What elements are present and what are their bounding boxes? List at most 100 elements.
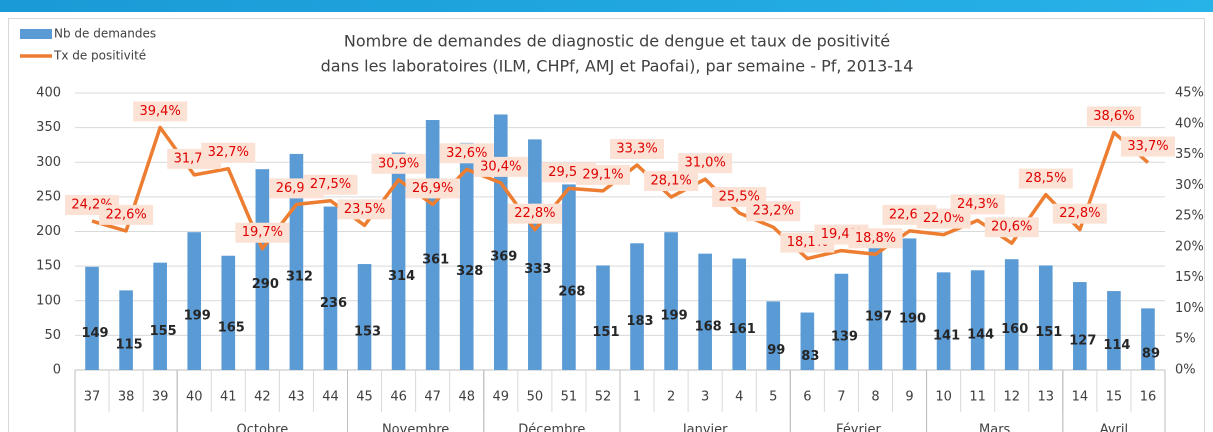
line-value-label: 39,4% [140,104,181,119]
bar [1004,259,1019,370]
x-tick-label: 9 [905,390,913,405]
line-value-label: 20,6% [991,220,1032,235]
y-tick-label: 400 [36,86,61,101]
y-tick-label: 350 [36,120,61,135]
value-label-box [235,222,290,243]
bar-value-label: 139 [831,329,858,344]
group-label: Décembre [518,423,585,432]
value-label-box [848,228,903,249]
x-tick-label: 1 [633,390,641,405]
bar-value-label: 151 [1035,325,1062,340]
line-value-label: 22,8% [1059,206,1100,221]
bar-value-label: 190 [899,312,926,327]
x-tick-label: 48 [458,390,475,405]
line-value-label: 30,4% [480,159,521,174]
line-value-label: 33,3% [616,142,657,157]
group-label: Janvier [682,423,728,432]
bar [1073,282,1087,370]
x-tick-label: 43 [288,390,305,405]
bar-value-label: 83 [801,349,819,364]
group-label: Octobre [236,423,288,432]
bar-value-label: 314 [388,269,415,284]
line-value-label: 27,5% [310,177,351,192]
bar-value-label: 127 [1069,334,1096,349]
line-value-label: 38,6% [1093,109,1134,124]
bar [153,262,167,370]
x-tick-label: 38 [118,390,135,405]
bar [221,255,236,370]
y2-tick-label: 15% [1175,270,1204,285]
bar-value-label: 141 [933,329,960,344]
bar [800,312,815,370]
bar [1107,291,1121,370]
bar [630,243,644,370]
bar-value-label: 199 [184,309,211,324]
x-tick-label: 42 [254,390,271,405]
y2-tick-label: 0% [1175,363,1196,378]
line-value-label: 23,5% [344,202,385,217]
x-tick-label: 50 [527,390,544,405]
x-tick-label: 40 [186,390,203,405]
group-label: Février [836,423,881,432]
bar-value-label: 151 [592,325,619,340]
bar-value-label: 160 [1001,322,1028,337]
line-value-label: 23,2% [753,204,794,219]
value-label-box [201,142,256,163]
line-value-label: 24,3% [957,197,998,212]
x-tick-label: 14 [1072,390,1089,405]
x-tick-label: 39 [152,390,169,405]
bar [357,264,372,370]
x-tick-label: 44 [322,390,339,405]
bar-value-label: 199 [661,309,688,324]
bar [85,266,99,370]
x-tick-label: 2 [667,390,675,405]
bar [425,120,440,370]
bar-value-label: 236 [320,296,347,311]
bar-value-label: 183 [626,314,653,329]
bar [119,290,133,370]
value-label-box [371,153,426,174]
y-tick-label: 150 [36,259,61,274]
y2-tick-label: 20% [1175,239,1204,254]
value-label-box [610,139,665,160]
bar-value-label: 361 [422,253,449,268]
bar-value-label: 89 [1142,347,1160,362]
x-tick-label: 8 [871,390,879,405]
legend-label: Nb de demandes [54,27,156,41]
line-value-label: 19,7% [242,225,283,240]
x-tick-label: 5 [769,390,777,405]
line-value-label: 26,9% [412,181,453,196]
group-label: Novembre [382,423,449,432]
value-label-box [303,174,358,195]
y-tick-label: 300 [36,155,61,170]
bar [664,232,678,370]
bar-value-label: 153 [354,325,381,340]
bar [187,232,202,370]
bar-value-label: 168 [695,319,722,334]
bar-value-label: 197 [865,309,892,324]
group-label: Avril [1100,423,1128,432]
bar [528,139,542,370]
value-label-box [575,164,630,185]
x-tick-label: 16 [1140,390,1157,405]
value-label-box [984,217,1039,238]
bar-value-label: 144 [967,328,994,343]
bar-value-label: 312 [286,269,313,284]
value-label-box [405,178,460,199]
y-tick-label: 250 [36,189,61,204]
bar-value-label: 369 [490,250,517,265]
y2-tick-label: 45% [1175,86,1204,101]
bar [936,272,951,370]
line-value-label: 30,9% [378,156,419,171]
x-tick-label: 6 [803,390,811,405]
line-value-label: 22,6% [105,207,146,222]
y-tick-label: 0 [53,363,61,378]
x-tick-label: 49 [493,390,510,405]
value-label-box [1052,203,1107,224]
x-tick-label: 11 [969,390,986,405]
y2-tick-label: 5% [1175,332,1196,347]
legend-label: Tx de positivité [53,49,146,63]
value-label-box [678,153,733,174]
line-value-label: 29,1% [582,167,623,182]
bar [255,169,270,370]
